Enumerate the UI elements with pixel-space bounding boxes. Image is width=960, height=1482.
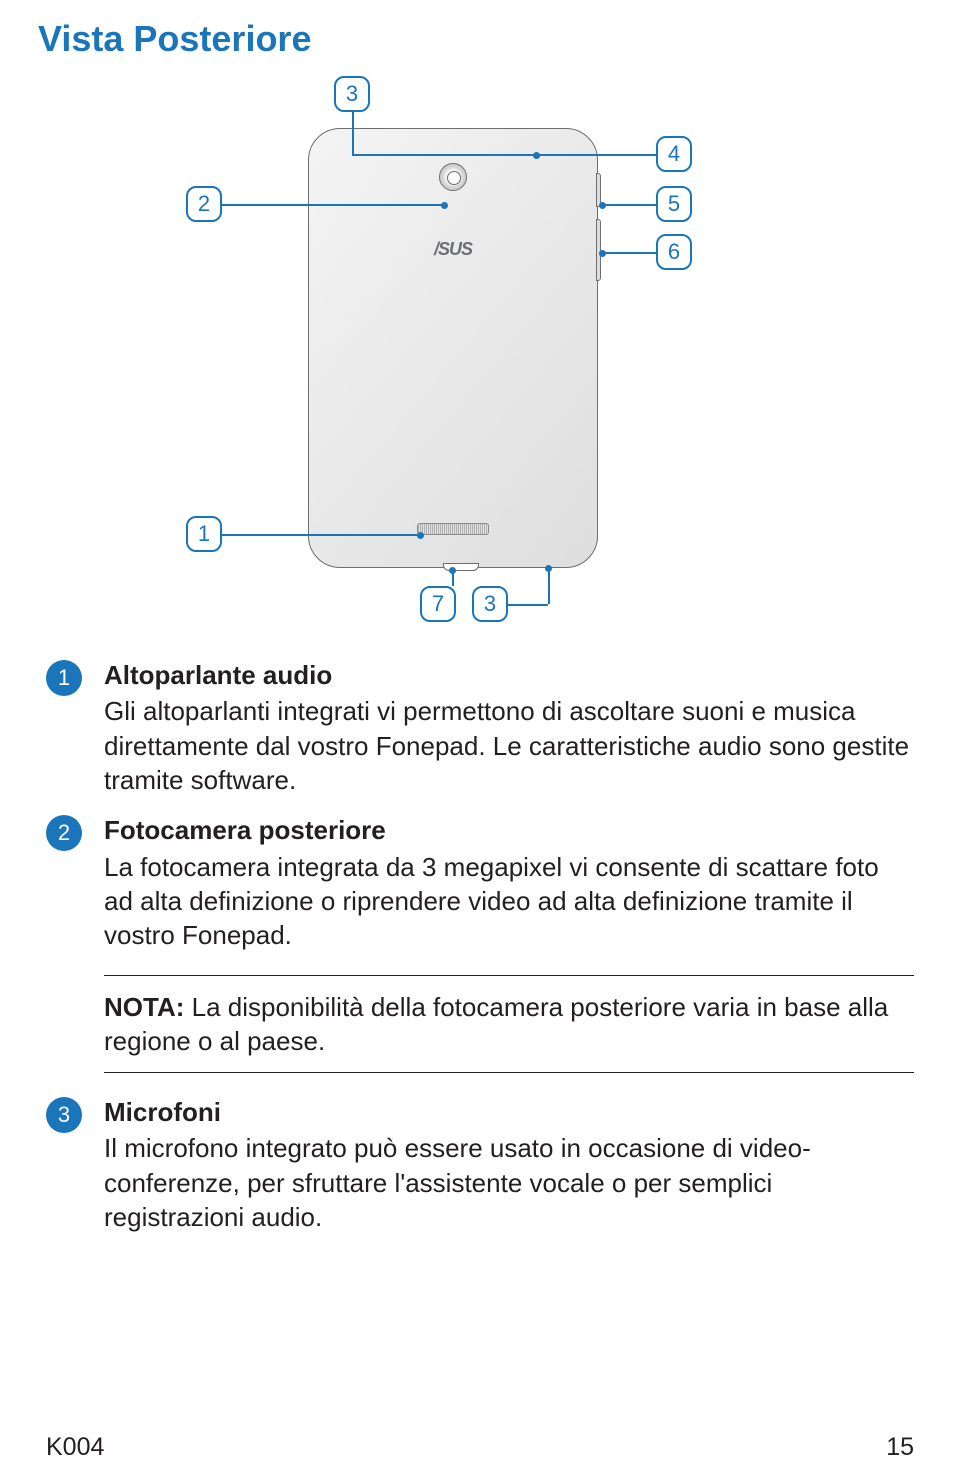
item-badge-3: 3 [46,1097,82,1133]
callout-7: 7 [420,586,456,622]
item-title: Fotocamera posteriore [104,813,914,847]
leader-dot [441,202,448,209]
callout-2: 2 [186,186,222,222]
list-item: 1 Altoparlante audio Gli altoparlanti in… [46,658,914,797]
item-badge-2: 2 [46,815,82,851]
device-diagram: /SUS 3 4 2 5 6 1 7 3 [0,68,960,628]
item-description: La fotocamera integrata da 3 megapixel v… [104,850,914,953]
leader-line [222,204,444,206]
leader-line [548,568,550,604]
speaker-grille-icon [417,523,489,535]
note-box: NOTA: La disponibilità della fotocamera … [104,975,914,1074]
device-back: /SUS [308,128,598,568]
page-title: Vista Posteriore [0,0,960,60]
leader-line [538,154,656,156]
rear-camera-icon [439,163,467,191]
list-item: 3 Microfoni Il microfono integrato può e… [46,1095,914,1234]
note-label: NOTA: [104,992,184,1022]
leader-dot [449,567,456,574]
description-list: 1 Altoparlante audio Gli altoparlanti in… [0,628,960,1234]
callout-4: 4 [656,136,692,172]
note-text: La disponibilità della fotocamera poster… [104,992,888,1056]
leader-dot [599,250,606,257]
callout-5: 5 [656,186,692,222]
leader-dot [599,202,606,209]
leader-line [352,112,354,154]
leader-line [602,204,656,206]
callout-3-bottom: 3 [472,586,508,622]
callout-1: 1 [186,516,222,552]
footer-page-number: 15 [886,1433,914,1462]
callout-3-top: 3 [334,76,370,112]
leader-line [602,252,656,254]
footer-model: K004 [46,1433,104,1462]
item-title: Microfoni [104,1095,914,1129]
page-footer: K004 15 [46,1433,914,1462]
leader-line [508,604,548,606]
item-description: Il microfono integrato può essere usato … [104,1131,914,1234]
brand-logo: /SUS [434,239,472,260]
list-item: 2 Fotocamera posteriore La fotocamera in… [46,813,914,952]
leader-line [352,154,536,156]
leader-dot [417,532,424,539]
item-badge-1: 1 [46,660,82,696]
callout-6: 6 [656,234,692,270]
leader-line [222,534,420,536]
item-title: Altoparlante audio [104,658,914,692]
item-description: Gli altoparlanti integrati vi permettono… [104,694,914,797]
leader-dot [545,565,552,572]
